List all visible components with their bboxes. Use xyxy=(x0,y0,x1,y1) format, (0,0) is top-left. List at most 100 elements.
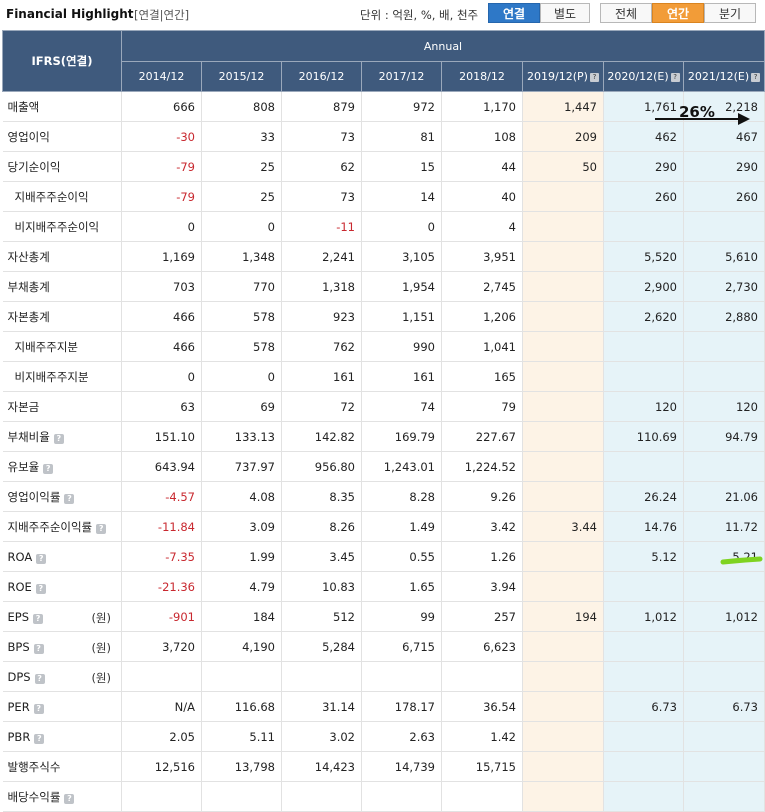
table-cell xyxy=(522,181,604,212)
table-cell: 116.68 xyxy=(201,691,282,722)
table-cell xyxy=(281,781,362,812)
table-cell: 69 xyxy=(201,391,282,422)
year-header-row: 2014/12 2015/12 2016/12 2017/12 2018/12 2019/… xyxy=(3,61,765,92)
table-row: 영업이익률? -4.57 4.08 8.35 8.28 9.26 26.24 21.06 xyxy=(2,481,765,512)
table-row: 부채총계 703 770 1,318 1,954 2,745 2,900 2,730 xyxy=(2,271,765,302)
help-icon[interactable]: ? xyxy=(34,733,45,744)
table-row: 당기순이익 -79 25 62 15 44 50 290 290 xyxy=(2,151,765,182)
table-cell: 178.17 xyxy=(361,691,442,722)
year-header-7: 2021/12(E)? xyxy=(683,61,765,92)
table-cell: 1,012 xyxy=(683,601,765,632)
row-label: 비지배주주순이익 xyxy=(14,219,100,234)
year-label: 2021/12(E) xyxy=(687,70,750,83)
table-cell: 3,105 xyxy=(361,241,442,272)
row-label: 배당수익률 xyxy=(7,789,61,804)
row-label-cell: 자산총계 xyxy=(2,241,122,272)
table-cell: 6,715 xyxy=(361,631,442,662)
table-cell: 31.14 xyxy=(281,691,362,722)
row-unit-label: (원) xyxy=(91,611,111,625)
table-cell: 467 xyxy=(683,121,765,152)
table-cell: -79 xyxy=(121,181,202,212)
row-label: ROE xyxy=(7,579,32,594)
table-cell: 5.12 xyxy=(603,541,684,572)
help-icon[interactable]: ? xyxy=(589,73,599,82)
row-label: 자본금 xyxy=(7,399,40,414)
help-icon[interactable]: ? xyxy=(35,583,46,594)
table-cell xyxy=(603,751,684,782)
table-row: PER? N/A 116.68 31.14 178.17 36.54 6.73 6.73 xyxy=(2,691,765,722)
consolidated-button[interactable]: 연결 xyxy=(488,3,540,23)
annual-button[interactable]: 연간 xyxy=(652,3,704,23)
unit-label: 단위 : 억원, %, 배, 천주 xyxy=(360,8,479,22)
help-icon[interactable]: ? xyxy=(33,643,44,654)
year-header-1: 2015/12 xyxy=(201,61,282,92)
table-cell: 0 xyxy=(121,361,202,392)
help-icon[interactable]: ? xyxy=(751,73,761,82)
help-icon[interactable]: ? xyxy=(96,523,107,534)
table-row: 배당수익률? xyxy=(2,781,765,812)
table-cell: 9.26 xyxy=(441,481,523,512)
table-cell xyxy=(522,421,604,452)
table-cell xyxy=(683,361,765,392)
row-label-cell: DPS? (원) xyxy=(2,661,122,692)
table-cell: 184 xyxy=(201,601,282,632)
table-cell xyxy=(603,721,684,752)
table-cell: 2,900 xyxy=(603,271,684,302)
table-cell xyxy=(603,571,684,602)
table-cell xyxy=(522,571,604,602)
row-label: DPS xyxy=(7,669,31,684)
row-unit-label: (원) xyxy=(91,671,111,685)
help-icon[interactable]: ? xyxy=(33,703,44,714)
row-label: 영업이익률 xyxy=(7,489,61,504)
highlight-underline-mark xyxy=(720,556,763,565)
table-cell xyxy=(522,721,604,752)
table-row: 부채비율? 151.10 133.13 142.82 169.79 227.67 110.6… xyxy=(2,421,765,452)
table-cell: 36.54 xyxy=(441,691,523,722)
table-cell xyxy=(522,241,604,272)
table-cell: 2.05 xyxy=(121,721,202,752)
table-cell: 6.73 xyxy=(603,691,684,722)
section-title: Financial Highlight xyxy=(6,7,134,21)
table-cell xyxy=(603,631,684,662)
table-cell: 1,954 xyxy=(361,271,442,302)
row-label: 발행주식수 xyxy=(7,759,61,774)
table-cell xyxy=(522,541,604,572)
help-icon[interactable]: ? xyxy=(33,613,44,624)
table-cell: 25 xyxy=(201,151,282,182)
help-icon[interactable]: ? xyxy=(43,463,54,474)
table-cell: 120 xyxy=(683,391,765,422)
table-cell xyxy=(683,571,765,602)
table-cell: -7.35 xyxy=(121,541,202,572)
row-unit-label: (원) xyxy=(91,641,111,655)
row-label-cell: ROE? xyxy=(2,571,122,602)
row-label: 지배주주지분 xyxy=(14,339,78,354)
table-row: 자산총계 1,169 1,348 2,241 3,105 3,951 5,520 5,610 xyxy=(2,241,765,272)
table-cell: 512 xyxy=(281,601,362,632)
row-label: 당기순이익 xyxy=(7,159,61,174)
table-cell xyxy=(603,781,684,812)
row-label-cell: PBR? xyxy=(2,721,122,752)
help-icon[interactable]: ? xyxy=(64,493,75,504)
help-icon[interactable]: ? xyxy=(36,553,47,564)
table-cell xyxy=(441,781,523,812)
table-cell: 5.21 xyxy=(683,541,765,572)
help-icon[interactable]: ? xyxy=(670,73,680,82)
table-row: 유보율? 643.94 737.97 956.80 1,243.01 1,224.52 xyxy=(2,451,765,482)
year-label: 2018/12 xyxy=(459,70,505,83)
table-cell: 6.73 xyxy=(683,691,765,722)
quarter-button[interactable]: 분기 xyxy=(704,3,756,23)
help-icon[interactable]: ? xyxy=(34,673,45,684)
row-label-cell: 자본총계 xyxy=(2,301,122,332)
all-period-button[interactable]: 전체 xyxy=(600,3,652,23)
table-row: 지배주주지분 466 578 762 990 1,041 xyxy=(2,331,765,362)
separate-button[interactable]: 별도 xyxy=(540,3,590,23)
table-cell: 1,169 xyxy=(121,241,202,272)
table-cell: 4,190 xyxy=(201,631,282,662)
help-icon[interactable]: ? xyxy=(53,433,64,444)
table-cell xyxy=(522,481,604,512)
table-cell: 879 xyxy=(281,91,362,122)
table-row: ROE? -21.36 4.79 10.83 1.65 3.94 xyxy=(2,571,765,602)
help-icon[interactable]: ? xyxy=(64,793,75,804)
table-cell: 120 xyxy=(603,391,684,422)
table-cell: 1,012 xyxy=(603,601,684,632)
